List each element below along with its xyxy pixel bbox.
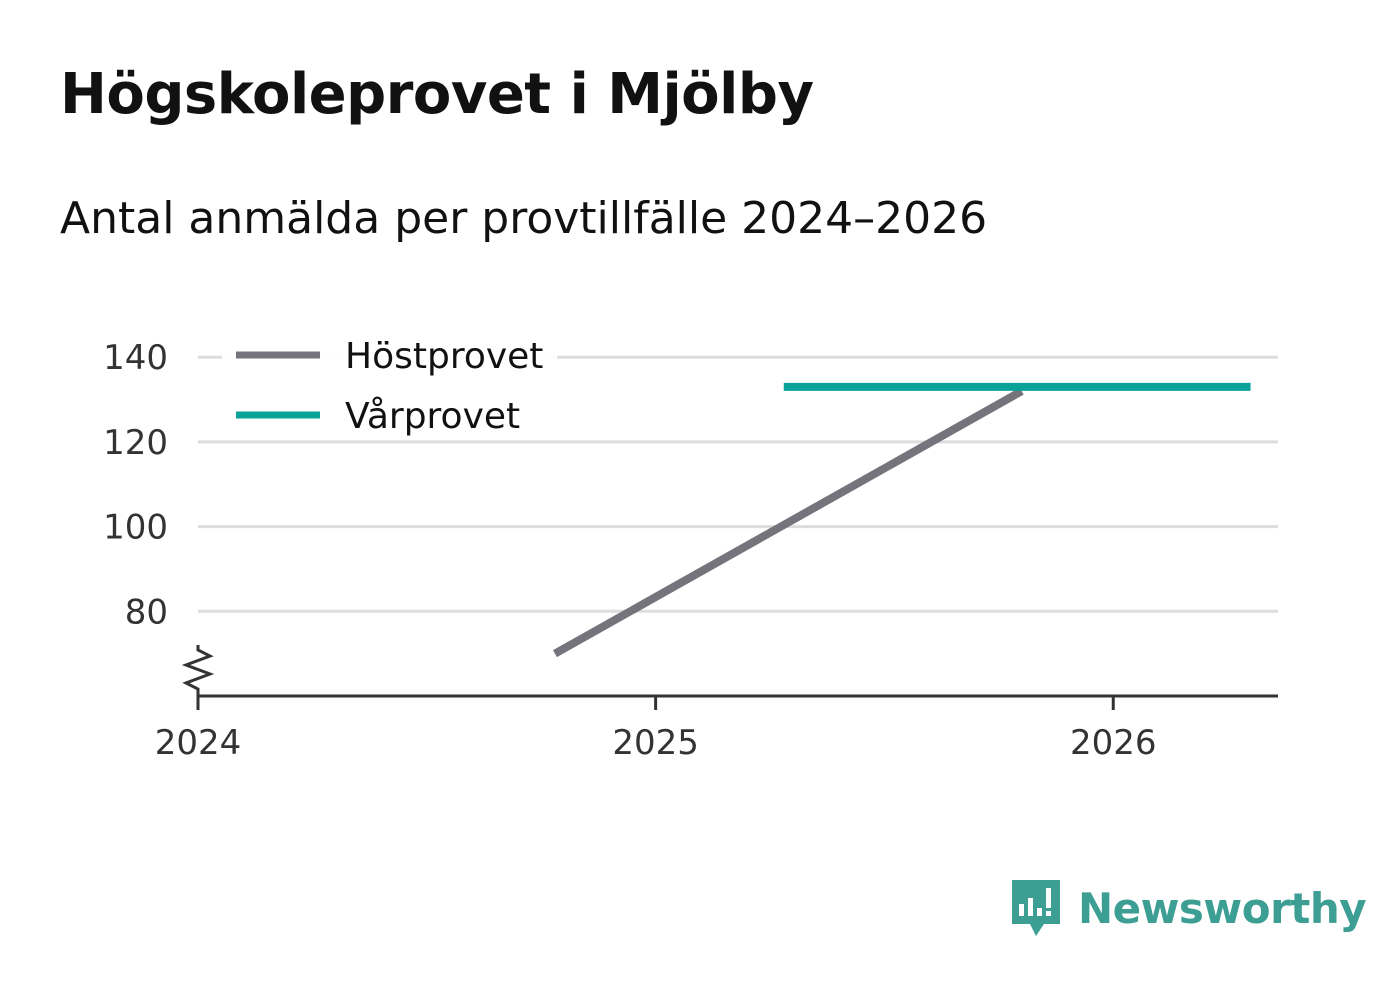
chart-title: Högskoleprovet i Mjölby — [60, 62, 814, 127]
y-axis-break-mark — [181, 645, 215, 696]
newsworthy-logo: Newsworthy — [1010, 878, 1367, 938]
legend-label-1: Vårprovet — [345, 396, 520, 437]
series-line-0 — [552, 387, 1024, 658]
legend: Höstprovet Vårprovet — [222, 322, 557, 440]
legend-label-0: Höstprovet — [345, 336, 543, 377]
y-tick-label-80: 80 — [125, 592, 168, 632]
x-axis: 2024 2025 2026 — [155, 694, 1278, 763]
y-tick-label-140: 140 — [103, 338, 168, 378]
axis-break — [181, 645, 215, 696]
newsworthy-logo-text: Newsworthy — [1078, 883, 1367, 933]
y-tick-label-120: 120 — [103, 423, 168, 463]
newsworthy-logo-icon — [1012, 880, 1060, 936]
x-tick-label-2026: 2026 — [1070, 723, 1157, 763]
y-tick-labels: 80 100 120 140 — [103, 338, 168, 632]
x-tick-label-2024: 2024 — [155, 723, 242, 763]
legend-background — [222, 322, 557, 440]
chart-subtitle: Antal anmälda per provtillfälle 2024–202… — [60, 193, 988, 244]
y-tick-label-100: 100 — [103, 508, 168, 548]
series-lines — [552, 382, 1251, 658]
x-tick-label-2025: 2025 — [612, 723, 699, 763]
